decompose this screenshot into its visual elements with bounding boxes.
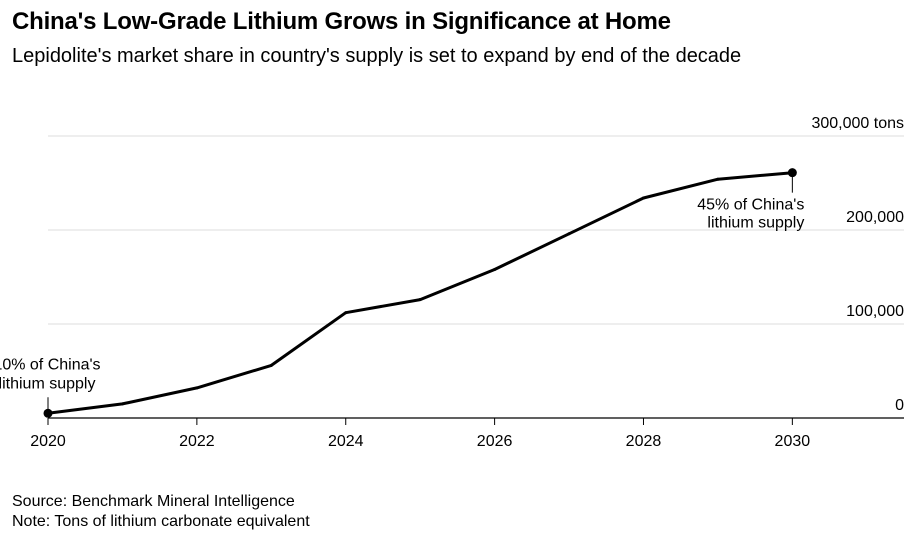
data-point-2024 <box>344 311 347 314</box>
y-tick-label-0: 0 <box>895 397 904 414</box>
data-point-2027 <box>568 232 571 235</box>
series <box>47 171 794 415</box>
source-note: Source: Benchmark Mineral Intelligence <box>12 493 295 511</box>
y-tick-label-300000: 300,000 tons <box>811 115 904 132</box>
x-tick-label-2022: 2022 <box>179 433 215 450</box>
x-tick-label-2020: 2020 <box>30 433 66 450</box>
y-tick-label-100000: 100,000 <box>846 303 904 320</box>
annotation-label-2020-0: 10% of China's <box>0 356 101 373</box>
series-line-0 <box>48 173 792 414</box>
x-tick-label-2030: 2030 <box>775 433 811 450</box>
data-point-2023 <box>270 364 273 367</box>
data-point-2026 <box>493 268 496 271</box>
line-chart: 2020 2022 2024 2026 2028 2030 0 100,000 200,000… <box>0 0 924 548</box>
units-note: Note: Tons of lithium carbonate equivale… <box>12 513 310 531</box>
annotation-label-2020-1: lithium supply <box>0 375 95 392</box>
annotation-label-2030-0: 45% of China's <box>697 197 804 214</box>
data-point-2021 <box>121 402 124 405</box>
data-point-2028 <box>642 197 645 200</box>
x-tick-label-2028: 2028 <box>626 433 662 450</box>
data-point-2029 <box>716 178 719 181</box>
data-point-2025 <box>419 298 422 301</box>
y-tick-label-200000: 200,000 <box>846 209 904 226</box>
data-point-2022 <box>195 386 198 389</box>
annotation-label-2030-1: lithium supply <box>707 215 804 232</box>
x-axis: 2020 2022 2024 2026 2028 2030 <box>30 418 904 450</box>
y-axis-labels: 0 100,000 200,000 300,000 tons <box>811 115 904 414</box>
x-tick-label-2026: 2026 <box>477 433 513 450</box>
x-tick-label-2024: 2024 <box>328 433 364 450</box>
